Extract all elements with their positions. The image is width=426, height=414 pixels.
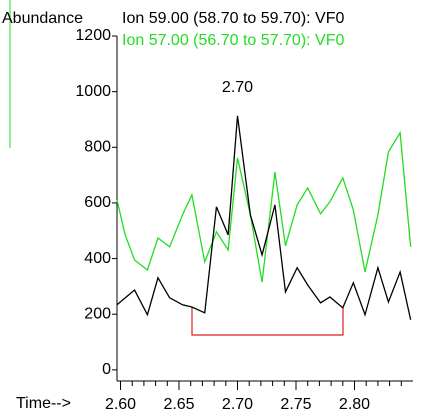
y-tick-label: 400 [84, 250, 111, 267]
x-axis-label: Time--> [16, 395, 71, 412]
legend-entry: Ion 57.00 (56.70 to 57.70): VF0 [122, 32, 344, 49]
integration-baseline [191, 307, 344, 336]
x-tick-label: 2.80 [339, 396, 370, 413]
x-tick-label: 2.60 [105, 396, 136, 413]
y-tick-label: 600 [84, 194, 111, 211]
x-tick-label: 2.65 [163, 396, 194, 413]
y-tick-label: 200 [84, 305, 111, 322]
y-axis-label: Abundance [2, 10, 83, 27]
peak-label: 2.70 [222, 79, 253, 96]
y-tick-label: 0 [102, 361, 111, 378]
y-tick-label: 800 [84, 139, 111, 156]
series-line [116, 130, 412, 283]
legend-entry: Ion 59.00 (58.70 to 59.70): VF0 [122, 10, 344, 27]
x-tick-label: 2.70 [222, 396, 253, 413]
x-tick-label: 2.75 [280, 396, 311, 413]
series-line [116, 115, 412, 320]
y-tick-label: 1000 [75, 83, 111, 100]
y-tick-label: 1200 [75, 27, 111, 44]
